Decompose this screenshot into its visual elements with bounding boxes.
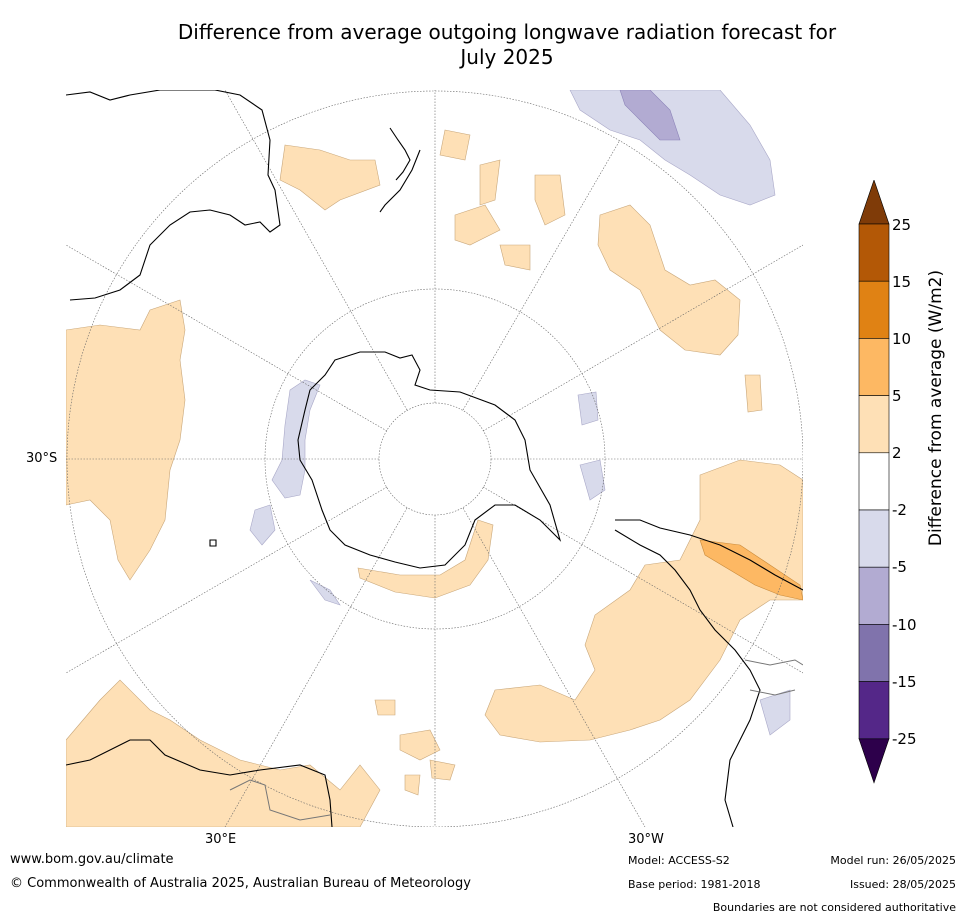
border-south-america xyxy=(744,659,803,696)
anomaly-region-south-pacific-small-1 xyxy=(579,459,606,501)
map-title-line1: Difference from average outgoing longwav… xyxy=(177,20,837,44)
anomaly-region-pacific-small-3 xyxy=(534,174,566,226)
anomaly-region-pacific-small-5 xyxy=(499,244,531,271)
latitude-label-30s: 30°S xyxy=(26,451,58,466)
colorbar-bin xyxy=(858,566,890,625)
footer-issued: Issued: 28/05/2025 xyxy=(849,878,956,891)
polar-map xyxy=(66,90,803,827)
coastline-new-zealand-north xyxy=(389,127,411,181)
strong-positive-anomaly-regions xyxy=(699,539,803,601)
colorbar-bin xyxy=(858,338,890,396)
colorbar-bin xyxy=(858,681,890,740)
longitude-label-30e: 30°E xyxy=(205,832,237,847)
colorbar-bin xyxy=(858,280,890,339)
colorbar-extension-min xyxy=(858,738,890,784)
colorbar-tick-label: -2 xyxy=(892,501,907,519)
coastline-madagascar xyxy=(209,539,217,547)
colorbar-tick-label: 15 xyxy=(892,273,912,291)
colorbar-title: Difference from average (W/m2) xyxy=(926,269,946,547)
anomaly-region-south-atlantic-small xyxy=(309,579,341,606)
country-borders xyxy=(229,659,803,821)
anomaly-region-east-antarctic-coast xyxy=(357,519,494,599)
coastlines xyxy=(66,90,803,827)
meridian-lines xyxy=(66,90,803,827)
anomaly-region-south-africa xyxy=(66,679,381,827)
footer-model: Model: ACCESS-S2 xyxy=(628,854,730,867)
coastline-antarctica xyxy=(297,351,562,569)
positive-anomaly-regions xyxy=(66,129,803,827)
coastline-new-zealand-south xyxy=(379,149,421,213)
anomaly-region-east-small xyxy=(744,374,763,413)
colorbar-tick-label: 10 xyxy=(892,330,912,348)
footer-url[interactable]: www.bom.gov.au/climate xyxy=(10,852,174,867)
meridian-30e xyxy=(224,90,408,411)
anomaly-region-pacific-small-2 xyxy=(479,159,501,206)
anomaly-region-indian-ocean-west xyxy=(66,299,186,581)
border-africa xyxy=(229,779,331,821)
anomaly-region-south-atlantic xyxy=(484,459,803,743)
anomaly-region-south-pacific-small-2 xyxy=(577,391,599,426)
anomaly-region-south-america-band xyxy=(699,539,803,601)
anomaly-region-pacific-small-1 xyxy=(439,129,471,161)
footer-base-period: Base period: 1981-2018 xyxy=(628,878,761,891)
meridian-150w xyxy=(462,507,646,827)
colorbar-extension-max xyxy=(858,180,890,225)
moderate-negative-anomaly-regions xyxy=(619,90,681,141)
anomaly-region-pacific-north xyxy=(569,90,776,206)
meridian-60e xyxy=(66,244,388,432)
colorbar-bin xyxy=(858,395,890,454)
colorbar-bin xyxy=(858,624,890,682)
footer-model-run: Model run: 26/05/2025 xyxy=(830,854,956,867)
map-title: Difference from average outgoing longwav… xyxy=(150,20,864,70)
colorbar-tick-label: 5 xyxy=(892,387,902,405)
anomaly-region-south-small-2 xyxy=(374,699,396,716)
coastline-australia xyxy=(66,90,281,301)
map-title-line2: July 2025 xyxy=(460,45,554,69)
colorbar-tick-label: -25 xyxy=(892,730,917,748)
footer-disclaimer: Boundaries are not considered authoritat… xyxy=(712,901,956,914)
coastline-south-america xyxy=(614,519,803,827)
anomaly-region-south-small-1 xyxy=(399,729,441,761)
colorbar-tick-label: -5 xyxy=(892,558,907,576)
meridian-30w xyxy=(462,139,621,411)
colorbar-bin xyxy=(858,223,890,282)
colorbar xyxy=(858,180,890,784)
anomaly-region-west-small xyxy=(249,504,276,546)
anomaly-region-pacific-small-4 xyxy=(454,204,501,246)
footer-copyright: © Commonwealth of Australia 2025, Austra… xyxy=(10,876,471,891)
coastline-africa xyxy=(66,739,333,827)
anomaly-region-nz-north xyxy=(279,144,381,211)
colorbar-tick-label: 25 xyxy=(892,216,912,234)
meridian-120e xyxy=(66,486,388,674)
colorbar-tick-label: -10 xyxy=(892,616,917,634)
anomaly-region-pacific-core xyxy=(619,90,681,141)
anomaly-region-indian-antarctic xyxy=(271,379,321,499)
longitude-label-30w: 30°W xyxy=(628,832,664,847)
anomaly-region-south-small-3 xyxy=(429,759,456,781)
colorbar-tick-label: -15 xyxy=(892,673,917,691)
anomaly-region-south-small-4 xyxy=(404,774,421,796)
anomaly-region-north-east xyxy=(597,204,741,356)
negative-anomaly-regions xyxy=(249,90,791,736)
colorbar-tick-label: 2 xyxy=(892,444,902,462)
colorbar-bin xyxy=(858,452,890,511)
meridian-150e xyxy=(224,507,408,827)
colorbar-bin xyxy=(858,509,890,568)
map-background xyxy=(66,90,803,827)
